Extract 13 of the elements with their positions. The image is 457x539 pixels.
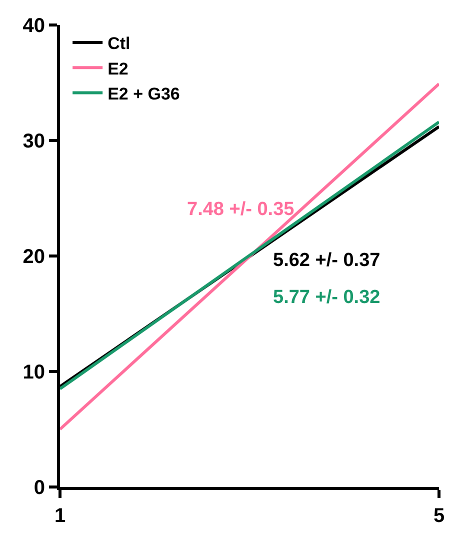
legend-label: E2 + G36 xyxy=(108,84,180,104)
annotation: 5.62 +/- 0.37 xyxy=(273,250,380,271)
x-tick-label: 5 xyxy=(433,505,445,527)
legend-label: Ctl xyxy=(108,34,130,54)
annotation: 7.48 +/- 0.35 xyxy=(187,199,295,220)
y-tick-label: 40 xyxy=(22,15,45,37)
y-tick-label: 10 xyxy=(22,362,45,384)
legend-label: E2 xyxy=(108,59,128,78)
x-tick-label: 1 xyxy=(54,505,66,527)
y-tick-label: 20 xyxy=(22,246,45,268)
annotation: 5.77 +/- 0.32 xyxy=(273,287,380,308)
y-tick-label: 0 xyxy=(34,477,45,499)
y-tick-label: 30 xyxy=(22,130,45,152)
